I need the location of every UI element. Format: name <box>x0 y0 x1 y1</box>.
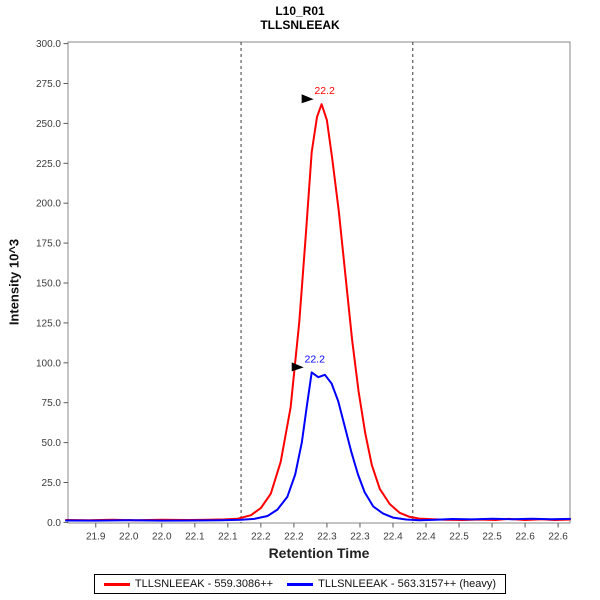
svg-text:75.0: 75.0 <box>42 398 62 409</box>
legend-item-light: TLLSNLEEAK - 559.3086++ <box>103 578 274 590</box>
svg-text:25.0: 25.0 <box>42 478 62 489</box>
legend-box: TLLSNLEEAK - 559.3086++ TLLSNLEEAK - 563… <box>93 574 507 594</box>
svg-text:22.4: 22.4 <box>416 532 436 543</box>
peak-arrow-icon <box>291 362 304 372</box>
svg-text:22.3: 22.3 <box>317 532 337 543</box>
svg-text:50.0: 50.0 <box>42 438 62 449</box>
chromatogram-trace-0[interactable] <box>65 103 571 522</box>
svg-text:22.2: 22.2 <box>251 532 271 543</box>
svg-text:22.5: 22.5 <box>482 532 502 543</box>
svg-text:22.6: 22.6 <box>515 532 535 543</box>
blue-line-swatch-icon <box>287 582 314 586</box>
peak-rt-label-1: 22.2 <box>305 353 326 365</box>
svg-text:175.0: 175.0 <box>36 239 61 250</box>
legend-label-light: TLLSNLEEAK - 559.3086++ <box>134 578 274 590</box>
svg-text:21.9: 21.9 <box>86 532 106 543</box>
svg-text:22.4: 22.4 <box>383 532 403 543</box>
svg-text:100.0: 100.0 <box>36 358 61 369</box>
svg-text:22.1: 22.1 <box>218 532 238 543</box>
chart-subtitle: TLLSNLEEAK <box>260 18 340 32</box>
x-axis-title: Retention Time <box>268 545 370 561</box>
svg-text:22.6: 22.6 <box>548 532 568 543</box>
chromatogram-plot[interactable]: 21.9 22.0 22.0 22.1 22.1 22.2 22.2 22.3 22.3 22.4… <box>0 0 600 572</box>
peak-annotations: 22.2 22.2 <box>291 85 335 372</box>
red-line-swatch-icon <box>103 582 130 586</box>
svg-text:125.0: 125.0 <box>36 318 61 329</box>
peak-arrow-icon <box>301 94 314 104</box>
legend: TLLSNLEEAK - 559.3086++ TLLSNLEEAK - 563… <box>0 574 600 594</box>
svg-text:200.0: 200.0 <box>36 199 61 210</box>
series-lines[interactable] <box>65 103 571 522</box>
chart-header: L10_R01 TLLSNLEEAK <box>0 4 600 32</box>
svg-text:250.0: 250.0 <box>36 119 61 130</box>
peak-rt-label-0: 22.2 <box>314 85 335 97</box>
chart-title: L10_R01 <box>275 4 325 18</box>
svg-text:225.0: 225.0 <box>36 159 61 170</box>
peak-boundaries[interactable] <box>240 42 414 523</box>
svg-text:0.0: 0.0 <box>47 518 61 529</box>
legend-label-heavy: TLLSNLEEAK - 563.3157++ (heavy) <box>318 578 497 590</box>
y-axis-title: Intensity 10^3 <box>6 238 22 326</box>
y-axis: 0.0 25.0 50.0 75.0 100.0 125.0 150.0 175.0 200.0… <box>36 39 68 529</box>
svg-text:22.0: 22.0 <box>152 532 172 543</box>
chromatogram-trace-1[interactable] <box>65 371 571 522</box>
svg-text:150.0: 150.0 <box>36 278 61 289</box>
legend-item-heavy: TLLSNLEEAK - 563.3157++ (heavy) <box>287 578 496 590</box>
svg-text:22.3: 22.3 <box>350 532 370 543</box>
x-axis: 21.9 22.0 22.0 22.1 22.1 22.2 22.2 22.3 22.3 22.4… <box>86 523 568 543</box>
svg-text:300.0: 300.0 <box>36 39 61 50</box>
svg-text:22.5: 22.5 <box>449 532 469 543</box>
svg-text:22.0: 22.0 <box>119 532 139 543</box>
svg-text:22.2: 22.2 <box>284 532 304 543</box>
svg-text:275.0: 275.0 <box>36 79 61 90</box>
svg-text:22.1: 22.1 <box>185 532 205 543</box>
